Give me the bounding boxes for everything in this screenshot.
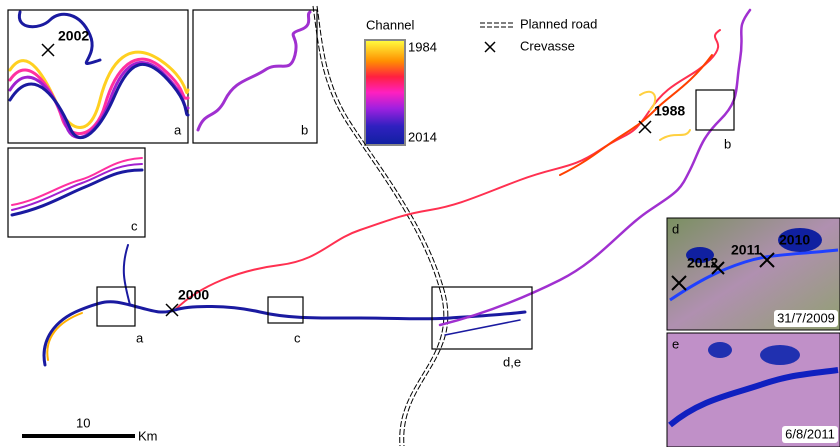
year-label: 1988	[654, 103, 685, 119]
inset-a-rivers	[10, 12, 188, 138]
box-label: c	[294, 330, 301, 345]
inset-a-rivers	[10, 52, 188, 127]
ramp-label: 1984	[408, 39, 437, 54]
year-label: 2012	[687, 255, 718, 271]
inset-c-river	[12, 158, 142, 205]
year-label: 2010	[779, 232, 810, 248]
panel-label: e	[672, 336, 679, 351]
water-body	[760, 345, 800, 365]
crevasse-symbol	[485, 42, 495, 52]
scale-value: 10	[76, 415, 90, 430]
panel-label: b	[301, 122, 308, 137]
year-label: 2000	[178, 287, 209, 303]
water-body	[708, 342, 732, 358]
river-1984	[175, 30, 720, 310]
box-label: d,e	[503, 354, 521, 369]
box-label: a	[136, 330, 144, 345]
tributary	[124, 245, 130, 305]
legend-label: Crevasse	[520, 38, 575, 53]
tributary	[445, 320, 520, 335]
inset-box	[97, 287, 135, 326]
box-label: b	[724, 136, 731, 151]
river-1988	[560, 55, 712, 175]
year-label: 2011	[731, 242, 762, 258]
map-figure: 2002 a b c Channel 1984 2014 Planned roa…	[0, 0, 840, 447]
inset-box	[268, 297, 303, 323]
year-label: 2002	[58, 28, 89, 44]
ramp-label: 2014	[408, 129, 437, 144]
date-label: 6/8/2011	[785, 426, 835, 441]
color-ramp	[365, 40, 405, 145]
legend-title: Channel	[366, 17, 415, 32]
crevasse-mark	[639, 121, 651, 133]
panel-label: a	[174, 122, 182, 137]
scale-unit: Km	[138, 428, 158, 443]
legend-label: Planned road	[520, 16, 597, 31]
inset-c-river	[12, 170, 142, 215]
panel-label: d	[672, 221, 679, 236]
road-symbol	[480, 23, 515, 27]
date-label: 31/7/2009	[777, 310, 835, 325]
panel-label: c	[131, 218, 138, 233]
inset-b-river	[198, 12, 310, 130]
crevasse-mark	[42, 44, 54, 56]
